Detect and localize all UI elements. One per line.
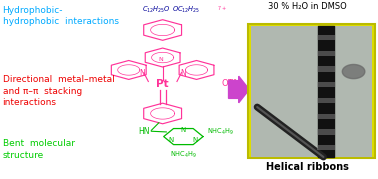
Bar [317, 98, 335, 103]
Text: Directional  metal–metal
and π–π  stacking
interactions: Directional metal–metal and π–π stacking… [3, 75, 114, 107]
Text: Hydrophobic-
hydrophobic  interactions: Hydrophobic- hydrophobic interactions [3, 6, 119, 26]
Text: N: N [158, 57, 163, 62]
Text: Helical ribbons: Helical ribbons [266, 162, 349, 172]
Bar [251, 26, 372, 157]
Bar [317, 145, 335, 150]
Bar [317, 50, 335, 56]
Text: $^{7+}$: $^{7+}$ [217, 5, 227, 11]
Text: N: N [181, 127, 186, 133]
Text: OTf$^-$: OTf$^-$ [221, 77, 243, 88]
Text: N: N [139, 69, 145, 78]
Text: NHC$_4$H$_9$: NHC$_4$H$_9$ [207, 127, 234, 137]
Text: HN: HN [138, 127, 149, 136]
Bar [317, 82, 335, 87]
Bar [317, 114, 335, 119]
Text: 30 % H₂O in DMSO: 30 % H₂O in DMSO [268, 3, 347, 11]
Text: Pt: Pt [156, 79, 169, 89]
Bar [317, 35, 335, 40]
Text: N: N [193, 137, 198, 143]
Bar [248, 24, 375, 158]
Text: Bent  molecular
structure: Bent molecular structure [3, 139, 74, 160]
Text: $OC_{12}H_{25}$: $OC_{12}H_{25}$ [172, 5, 200, 15]
Text: N: N [180, 69, 186, 78]
Text: N: N [169, 137, 174, 143]
FancyArrow shape [229, 76, 249, 103]
Bar [317, 66, 335, 72]
Text: $C_{12}H_{25}O$: $C_{12}H_{25}O$ [142, 5, 171, 15]
Polygon shape [342, 64, 365, 79]
Text: NHC$_4$H$_9$: NHC$_4$H$_9$ [170, 150, 197, 161]
Bar [317, 129, 335, 135]
